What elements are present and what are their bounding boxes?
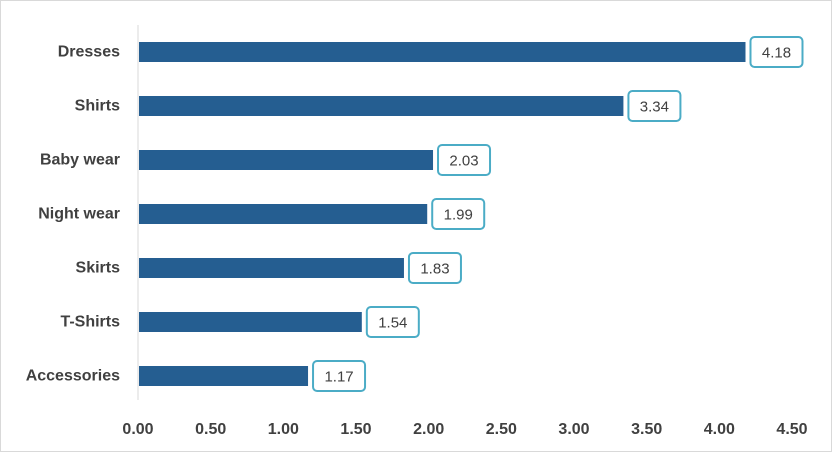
x-tick-label: 0.50 xyxy=(195,421,226,438)
data-label-box xyxy=(431,198,486,230)
data-label: 1.17 xyxy=(312,360,367,392)
category-label: Baby wear xyxy=(40,152,120,169)
x-tick-label: 2.50 xyxy=(486,421,517,438)
category-label: Accessories xyxy=(26,368,120,385)
category-labels: Dresses Shirts Baby wear Night wear Skirts T-… xyxy=(26,44,120,385)
x-tick-label: 0.00 xyxy=(122,421,153,438)
data-label: 2.03 xyxy=(437,144,492,176)
category-label: Skirts xyxy=(76,260,121,277)
data-label-value: 1.83 xyxy=(420,261,449,278)
data-label-value: 3.34 xyxy=(640,99,669,116)
x-tick-label: 4.00 xyxy=(704,421,735,438)
bar-skirts xyxy=(139,258,404,278)
data-label-box xyxy=(365,306,420,338)
bar-baby-wear xyxy=(139,150,434,170)
data-label-value: 4.18 xyxy=(762,45,791,62)
data-label: 1.83 xyxy=(407,252,462,284)
data-label-value: 1.99 xyxy=(444,207,473,224)
bar-night-wear xyxy=(139,204,428,224)
x-tick-label: 1.50 xyxy=(340,421,371,438)
category-label: Shirts xyxy=(75,98,120,115)
data-label-box xyxy=(407,252,462,284)
x-axis-tick-labels: 0.00 0.50 1.00 1.50 2.00 2.50 3.00 3.50 4.00 4.50 xyxy=(122,421,807,438)
category-label: Dresses xyxy=(58,44,120,61)
data-label-value: 1.54 xyxy=(378,315,407,332)
data-label: 4.18 xyxy=(749,36,804,68)
x-tick-label: 1.00 xyxy=(268,421,299,438)
data-labels: 4.18 3.34 2.03 1.99 1.83 1.54 1.17 xyxy=(312,36,804,392)
bar-t-shirts xyxy=(139,312,362,332)
data-label-box xyxy=(312,360,367,392)
bar-dresses xyxy=(139,42,746,62)
x-tick-label: 3.50 xyxy=(631,421,662,438)
category-label: T-Shirts xyxy=(60,314,120,331)
data-label: 1.99 xyxy=(431,198,486,230)
data-label-box xyxy=(437,144,492,176)
data-label-value: 2.03 xyxy=(449,153,478,170)
data-label: 1.54 xyxy=(365,306,420,338)
data-label-box xyxy=(749,36,804,68)
x-tick-label: 2.00 xyxy=(413,421,444,438)
data-label: 3.34 xyxy=(627,90,682,122)
bars-layer xyxy=(139,42,746,386)
bar-accessories xyxy=(139,366,309,386)
category-label: Night wear xyxy=(38,206,120,223)
data-label-value: 1.17 xyxy=(324,369,353,386)
x-tick-label: 3.00 xyxy=(558,421,589,438)
x-tick-label: 4.50 xyxy=(776,421,807,438)
bar-shirts xyxy=(139,96,624,116)
data-label-box xyxy=(627,90,682,122)
